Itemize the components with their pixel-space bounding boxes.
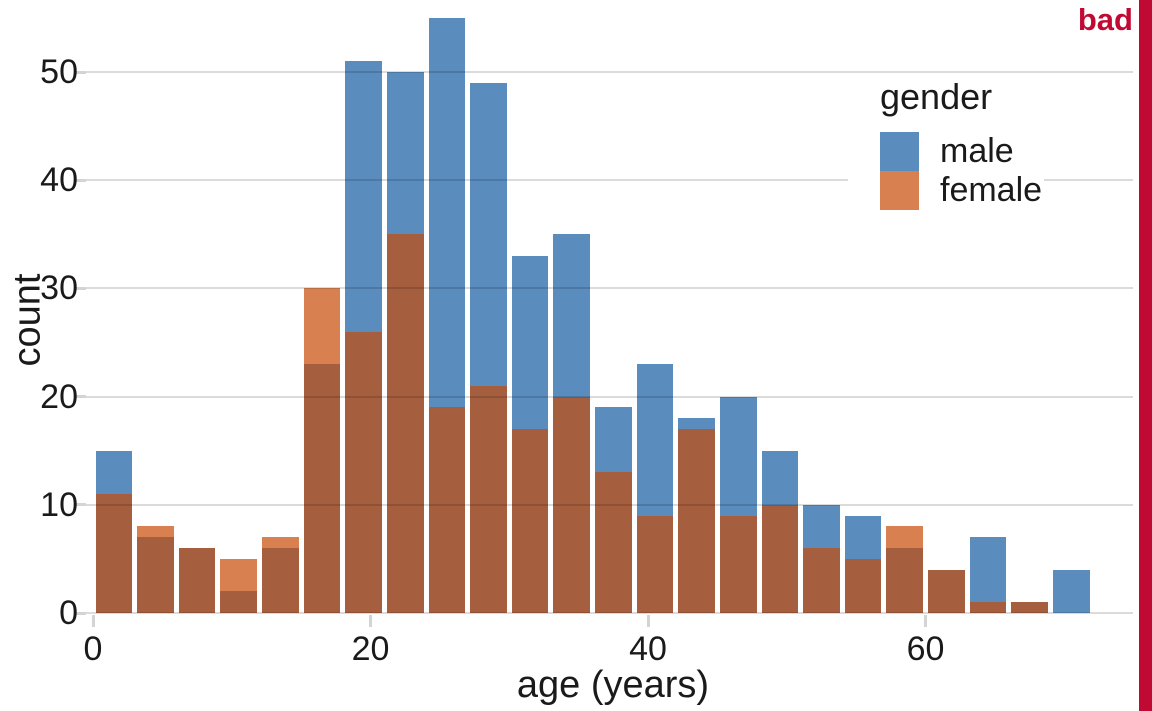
y-tick-label: 50: [40, 53, 78, 91]
histogram-bar-overlap: [220, 591, 257, 613]
histogram-bar-overlap: [969, 602, 1007, 613]
histogram-bar-female: [220, 558, 257, 592]
histogram-bar-overlap: [303, 364, 341, 613]
legend-title: gender: [880, 76, 993, 117]
y-tick: [76, 178, 86, 182]
histogram-bar-male: [844, 515, 882, 559]
histogram-bar-overlap: [1011, 602, 1048, 613]
histogram-bar-overlap: [511, 429, 549, 613]
histogram-bar-overlap: [678, 429, 715, 613]
x-tick: [91, 615, 95, 627]
histogram-bar-male: [511, 255, 549, 430]
stamp-bar: [1139, 0, 1152, 711]
y-tick: [76, 286, 86, 290]
histogram-bar-male: [678, 418, 715, 430]
histogram-bar-male: [470, 82, 507, 386]
legend-label-male: male: [940, 132, 1014, 170]
gridline-y-40: [86, 179, 1133, 182]
y-tick-label: 10: [40, 485, 78, 524]
histogram-bar-male: [719, 396, 757, 516]
histogram-bar-overlap: [428, 407, 466, 613]
legend-swatch-male: [880, 132, 919, 171]
histogram-bar-male: [386, 72, 424, 235]
y-tick: [76, 611, 86, 615]
histogram-bar-overlap: [345, 331, 382, 613]
y-tick: [76, 70, 86, 74]
histogram-bar-overlap: [719, 515, 757, 613]
y-tick-label: 20: [40, 377, 78, 416]
y-tick-label: 0: [59, 594, 78, 632]
y-tick: [76, 503, 86, 507]
histogram-bar-male: [345, 61, 382, 332]
histogram-bar-overlap: [386, 234, 424, 613]
histogram-bar-male: [761, 450, 799, 505]
histogram-bar-overlap: [636, 515, 674, 613]
legend-item-female: female: [880, 171, 1044, 210]
legend: gender male female: [848, 76, 1044, 230]
histogram-bar-overlap: [928, 569, 965, 613]
histogram-bar-overlap: [761, 504, 799, 613]
x-tick-label: 0: [83, 630, 103, 668]
legend-item-male: male: [880, 132, 1044, 171]
histogram-bar-male: [1052, 569, 1090, 613]
y-tick-label: 40: [40, 161, 78, 200]
histogram-bar-male: [636, 364, 674, 516]
histogram-bar-male: [595, 407, 632, 473]
y-tick: [76, 395, 86, 399]
y-tick-label: 30: [40, 269, 78, 308]
legend-label-female: female: [940, 171, 1043, 209]
histogram-bar-male: [553, 234, 590, 397]
histogram-bar-overlap: [553, 396, 590, 613]
histogram-bar-overlap: [470, 385, 507, 613]
histogram-bar-overlap: [595, 472, 632, 613]
histogram-bar-female: [262, 537, 299, 549]
stamp-label: bad: [1077, 2, 1133, 37]
x-tick: [646, 615, 650, 627]
histogram-bar-male: [428, 17, 466, 408]
y-axis-title: count: [6, 273, 49, 367]
gridline-y-10: [86, 503, 1133, 506]
histogram-bar-overlap: [137, 537, 174, 613]
histogram-bar-overlap: [803, 548, 840, 613]
gridline-y-20: [86, 395, 1133, 398]
x-axis-title: age (years): [516, 664, 710, 706]
gridline-y-30: [86, 287, 1133, 290]
histogram-bar-female: [137, 526, 174, 538]
histogram-bar-overlap: [95, 493, 133, 613]
histogram-bar-overlap: [178, 548, 216, 613]
gridline-y-0: [86, 612, 1133, 614]
histogram-bar-male: [803, 504, 840, 549]
x-tick: [924, 615, 927, 627]
histogram-bar-overlap: [844, 558, 882, 613]
legend-items: male female: [880, 132, 1044, 210]
histogram-bar-overlap: [262, 548, 299, 613]
histogram-bar-overlap: [886, 548, 923, 613]
legend-swatch-female: [880, 171, 919, 210]
x-tick-label: 60: [906, 630, 945, 668]
x-tick-label: 20: [351, 630, 390, 668]
histogram-bar-male: [969, 537, 1007, 603]
x-tick: [369, 615, 372, 627]
gridline-y-50: [86, 71, 1133, 73]
x-tick-label: 40: [629, 630, 667, 668]
histogram-bar-male: [95, 450, 133, 494]
histogram-bar-female: [303, 288, 341, 365]
histogram-bar-female: [886, 526, 923, 549]
